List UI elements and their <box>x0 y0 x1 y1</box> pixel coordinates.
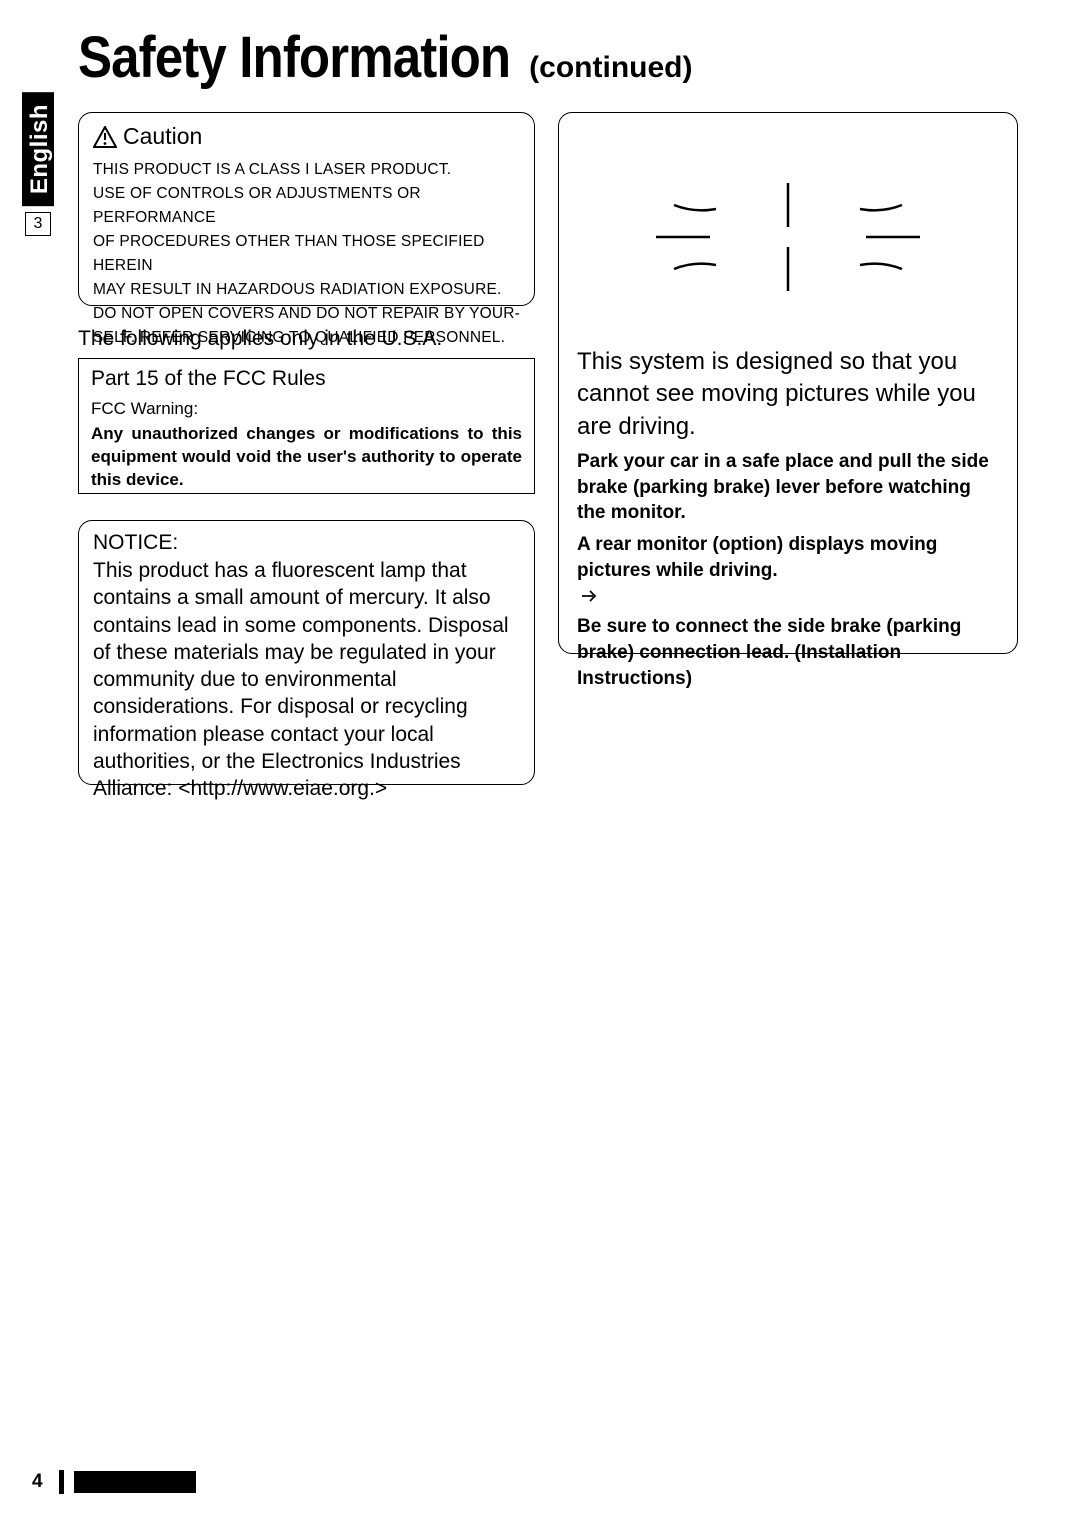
fcc-box: Part 15 of the FCC Rules FCC Warning: An… <box>78 358 535 494</box>
caution-body: THIS PRODUCT IS A CLASS I LASER PRODUCT.… <box>93 158 520 350</box>
fcc-body: Any unauthorized changes or modification… <box>91 423 522 492</box>
notice-body: This product has a fluorescent lamp that… <box>93 557 520 803</box>
caution-header: Caution <box>93 123 520 150</box>
footer-model-wrap: CQ-VD7003U <box>59 1470 196 1494</box>
tab-section-number: 3 <box>25 212 51 236</box>
driving-lead-text: This system is designed so that you cann… <box>577 346 999 443</box>
fcc-title: Part 15 of the FCC Rules <box>91 367 522 391</box>
caution-triangle-icon <box>93 126 117 148</box>
driving-bold-3: Be sure to connect the side brake (parki… <box>577 614 999 691</box>
driving-bold-1: Park your car in a safe place and pull t… <box>577 449 999 526</box>
heading-continued: (continued) <box>529 51 692 85</box>
heading-main: Safety Information <box>78 24 510 91</box>
caution-box: Caution THIS PRODUCT IS A CLASS I LASER … <box>78 112 535 306</box>
driving-bold-2: A rear monitor (option) displays moving … <box>577 532 999 583</box>
footer: 4 CQ-VD7003U <box>32 1470 196 1494</box>
page: English 3 Safety Information (continued)… <box>0 0 1080 1526</box>
driving-warning-box: This system is designed so that you cann… <box>558 112 1018 654</box>
page-heading: Safety Information (continued) <box>78 24 692 91</box>
footer-bar <box>59 1470 64 1494</box>
notice-box: NOTICE: This product has a fluorescent l… <box>78 520 535 785</box>
arrow-icon <box>581 589 999 608</box>
usa-note: The following applies only in the U.S.A. <box>78 327 442 351</box>
notice-title: NOTICE: <box>93 531 520 555</box>
language-tab: English 3 <box>22 92 54 236</box>
caution-title: Caution <box>123 123 202 150</box>
driving-diagram <box>577 127 999 327</box>
page-number: 4 <box>32 1471 43 1493</box>
language-label: English <box>22 92 54 206</box>
footer-model: CQ-VD7003U <box>74 1471 196 1493</box>
fcc-warning-label: FCC Warning: <box>91 399 522 419</box>
